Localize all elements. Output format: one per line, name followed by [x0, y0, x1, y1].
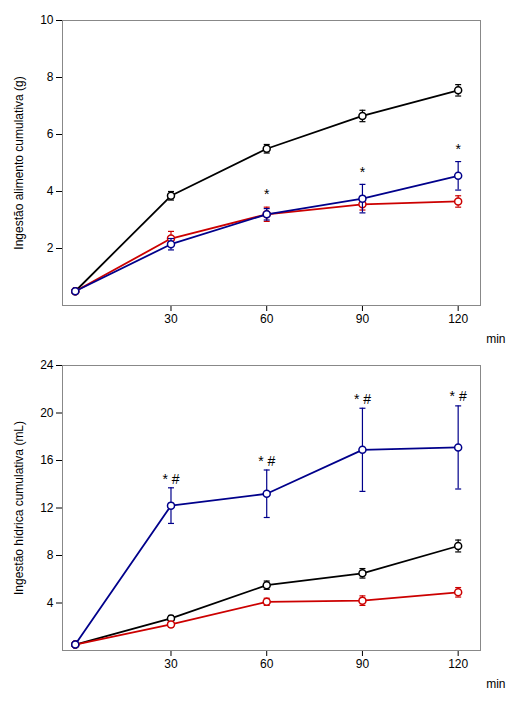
svg-text:*: * — [360, 164, 366, 180]
svg-text:*: * — [264, 186, 270, 202]
svg-text:Ingestão alimento cumulativa (: Ingestão alimento cumulativa (g) — [12, 76, 26, 249]
svg-text:min: min — [486, 677, 505, 691]
svg-text:Ingestão hídrica cumulativa (m: Ingestão hídrica cumulativa (mL) — [12, 421, 26, 595]
svg-text:4: 4 — [47, 184, 54, 198]
svg-text:* #: * # — [354, 391, 371, 407]
svg-text:4: 4 — [47, 596, 54, 610]
svg-text:* #: * # — [162, 471, 179, 487]
svg-text:8: 8 — [47, 548, 54, 562]
svg-text:*: * — [455, 141, 461, 157]
svg-text:* #: * # — [258, 453, 275, 469]
svg-text:* #: * # — [450, 388, 467, 404]
svg-text:30: 30 — [164, 657, 178, 671]
svg-text:6: 6 — [47, 127, 54, 141]
svg-text:20: 20 — [40, 406, 54, 420]
svg-text:12: 12 — [40, 501, 54, 515]
svg-text:2: 2 — [47, 241, 54, 255]
svg-text:min: min — [486, 332, 505, 346]
svg-text:120: 120 — [448, 312, 468, 326]
svg-text:10: 10 — [40, 13, 54, 27]
svg-text:90: 90 — [356, 312, 370, 326]
svg-text:90: 90 — [356, 657, 370, 671]
svg-text:60: 60 — [260, 312, 274, 326]
svg-text:8: 8 — [47, 70, 54, 84]
svg-text:60: 60 — [260, 657, 274, 671]
svg-text:16: 16 — [40, 453, 54, 467]
svg-text:24: 24 — [40, 358, 54, 372]
svg-text:30: 30 — [164, 312, 178, 326]
svg-text:120: 120 — [448, 657, 468, 671]
